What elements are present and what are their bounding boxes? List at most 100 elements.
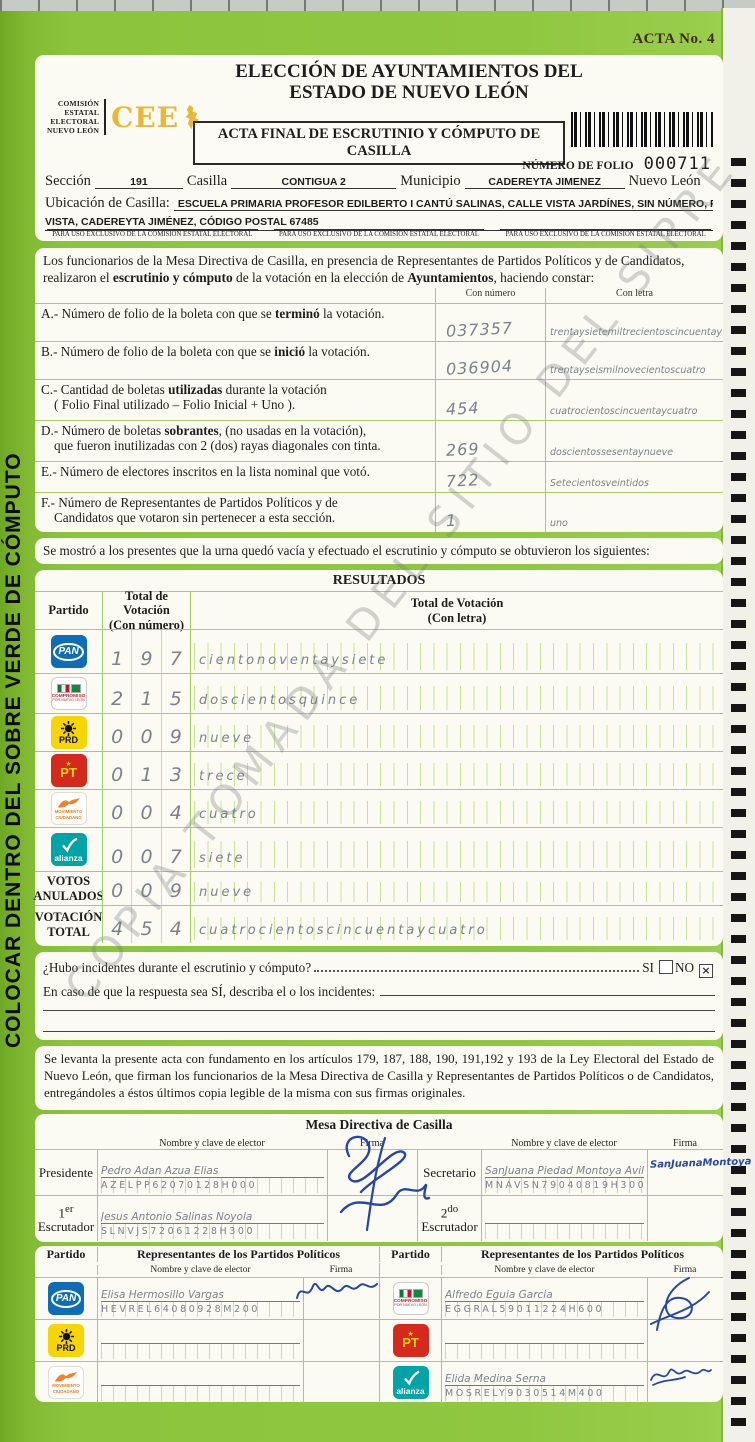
incidents-question: ¿Hubo incidentes durante el escrutinio y…	[43, 960, 312, 975]
party-cell: PAN	[35, 1277, 97, 1319]
rep-nombre-clave: Elida Medina Serna MOSRELY9030514M400	[441, 1361, 647, 1403]
handwritten-name: Jesus Antonio Salinas Noyola	[101, 1211, 253, 1223]
pvem-logo-icon	[412, 1289, 423, 1299]
col-nombre-clave: Nombre y clave de elector	[159, 1138, 265, 1149]
incidents-question-row: ¿Hubo incidentes durante el escrutinio y…	[43, 958, 715, 978]
item-a-letra: trentaysietemiltrecientoscincuentaysiete	[545, 303, 723, 342]
segundo-escrutador-label: 2do Escrutador	[417, 1195, 481, 1241]
ubicacion-value-line1: ESCUELA PRIMARIA PROFESOR EDILBERTO I CA…	[173, 198, 713, 211]
describe-row: En caso de que la respuesta sea SÍ, desc…	[43, 984, 715, 1000]
item-f-letra: uno	[545, 492, 723, 533]
votes-letra-cell: cuatrocientoscincuentaycuatro	[190, 905, 723, 943]
item-d-number: 269	[435, 420, 545, 462]
presidente-nombre-clave: Pedro Adan Azua Elias AZELPP62070128H000	[97, 1149, 327, 1195]
party-cell: alianza	[379, 1361, 441, 1403]
pri-logo-icon	[56, 684, 70, 694]
votes-letra-cell: nueve	[190, 713, 723, 751]
col-partido: Partido	[46, 1247, 86, 1261]
alianza-logo-icon: alianza	[50, 833, 87, 866]
handwritten-words: trentayseismilnovecientoscuatro	[550, 365, 706, 377]
ubicacion-row: Ubicación de Casilla: ESCUELA PRIMARIA P…	[45, 195, 713, 212]
form-title-line2: ESTADO DE NUEVO LEÓN	[289, 81, 529, 103]
escrutador2-firma-cell	[647, 1195, 723, 1241]
pt-logo-icon: ★ PT	[392, 1324, 429, 1357]
col-partido: Partido	[35, 591, 102, 629]
mesa-title: Mesa Directiva de Casilla	[305, 1117, 453, 1132]
item-c-number: 454	[435, 379, 545, 421]
handwritten-number: 037357	[445, 318, 514, 341]
rep-firma-cell	[647, 1361, 723, 1403]
col-con-letra: Con letra	[545, 288, 723, 304]
barcode-icon	[571, 112, 713, 147]
col-firma: Firma	[673, 1265, 697, 1275]
col-nombre-clave: Nombre y clave de elector	[511, 1138, 617, 1149]
seccion-value: 191	[94, 176, 183, 189]
scrutiny-items-card: Los funcionarios de la Mesa Directiva de…	[35, 248, 723, 533]
item-e-letra: Setecientosveintidos	[545, 461, 723, 493]
legal-paragraph: Se levanta la presente acta con fundamen…	[35, 1046, 723, 1110]
movimiento-ciudadano-logo-icon: MOVIMIENTO CIUDADANO	[50, 792, 87, 825]
seccion-label: Sección	[45, 173, 91, 189]
handwritten-number: 454	[445, 398, 481, 420]
handwritten-name: Pedro Adan Azua Elias	[101, 1165, 219, 1177]
rep-nombre-clave	[441, 1319, 647, 1361]
col-nombre-clave: Nombre y clave de elector	[441, 1265, 647, 1275]
incidents-card: ¿Hubo incidentes durante el escrutinio y…	[35, 952, 723, 1040]
rep-nombre-clave	[97, 1319, 303, 1361]
handwritten-number: 036904	[445, 356, 514, 379]
si-checkbox	[658, 960, 673, 974]
handwritten-words: trentaysietemiltrecientoscincuentaysiete	[550, 327, 722, 339]
col-firma: Firma	[673, 1138, 697, 1149]
handwritten-words: uno	[550, 518, 568, 530]
alianza-logo-icon: alianza	[392, 1366, 429, 1399]
handwritten-words: doscientossesentaynueve	[550, 447, 674, 459]
binding-marks-icon	[731, 158, 746, 1436]
rep-firma-cell	[647, 1277, 723, 1319]
item-b-number: 036904	[435, 341, 545, 380]
prd-sun-icon	[61, 720, 76, 736]
cee-org-name: COMISIÓN ESTATAL ELECTORAL NUEVO LEÓN	[47, 99, 100, 135]
ubicacion-value-line2: VISTA, CADEREYTA JIMÉNEZ, CÓDIGO POSTAL …	[45, 216, 713, 231]
form-subtitle: ACTA FINAL DE ESCRUTINIO Y CÓMPUTO DE CA…	[193, 121, 565, 165]
sobre-verde-side-label: COLOCAR DENTRO DEL SOBRE VERDE DE CÓMPUT…	[2, 452, 25, 1048]
item-f-label: F.- Número de Representantes de Partidos…	[35, 492, 435, 532]
folio-label: NÚMERO DE FOLIO	[522, 160, 634, 172]
col-total-letra: Total de Votación (Con letra)	[190, 591, 723, 629]
rep-firma-cell	[647, 1319, 723, 1361]
uso-exclusivo-label: PARA USO EXCLUSIVO DE LA COMISIÓN ESTATA…	[47, 229, 258, 238]
handwritten-words: cuatrocientoscincuentaycuatro	[550, 406, 698, 418]
item-a-label: A.- Número de folio de la boleta con que…	[35, 303, 435, 341]
votes-letra-cell: nueve	[190, 871, 723, 905]
party-cell: MOVIMIENTO CIUDADANO	[35, 789, 102, 827]
col-total-numero: Total de Votación (Con número)	[102, 589, 190, 632]
secretario-nombre-clave: SanJuana Piedad Montoya Avila MNAVSN7904…	[481, 1149, 647, 1195]
no-label: NO	[674, 960, 694, 975]
pri-logo-icon	[398, 1289, 412, 1299]
mc-eagle-icon	[54, 1372, 78, 1382]
results-card: RESULTADOS Partido Total de Votación (Con…	[33, 570, 723, 946]
items-table: Con número Con letra A.- Número de folio…	[35, 288, 723, 533]
secretario-label: Secretario	[417, 1149, 481, 1195]
results-title: RESULTADOS	[332, 573, 426, 588]
pan-logo-icon: PAN	[48, 1282, 84, 1315]
handwritten-clave: EGGRAL59011224H600	[445, 1304, 605, 1315]
form-title-line1: ELECCIÓN DE AYUNTAMIENTOS DEL	[235, 61, 583, 82]
cee-logo: COMISIÓN ESTATAL ELECTORAL NUEVO LEÓN CEE	[47, 99, 200, 135]
si-label: SI	[642, 960, 654, 975]
alianza-check-icon	[61, 838, 77, 853]
rep-firma-cell	[303, 1277, 379, 1319]
handwritten-name: Elida Medina Serna	[445, 1373, 546, 1385]
urn-empty-statement: Se mostró a los presentes que la urna qu…	[35, 538, 723, 564]
prd-logo-icon: PRD	[48, 1324, 84, 1357]
party-cell: ★ PT	[35, 751, 102, 789]
rep-pan-signature	[296, 1283, 378, 1299]
ubicacion-label: Ubicación de Casilla:	[45, 195, 170, 211]
alianza-check-icon	[403, 1371, 419, 1386]
presidente-firma-cell	[327, 1149, 417, 1195]
